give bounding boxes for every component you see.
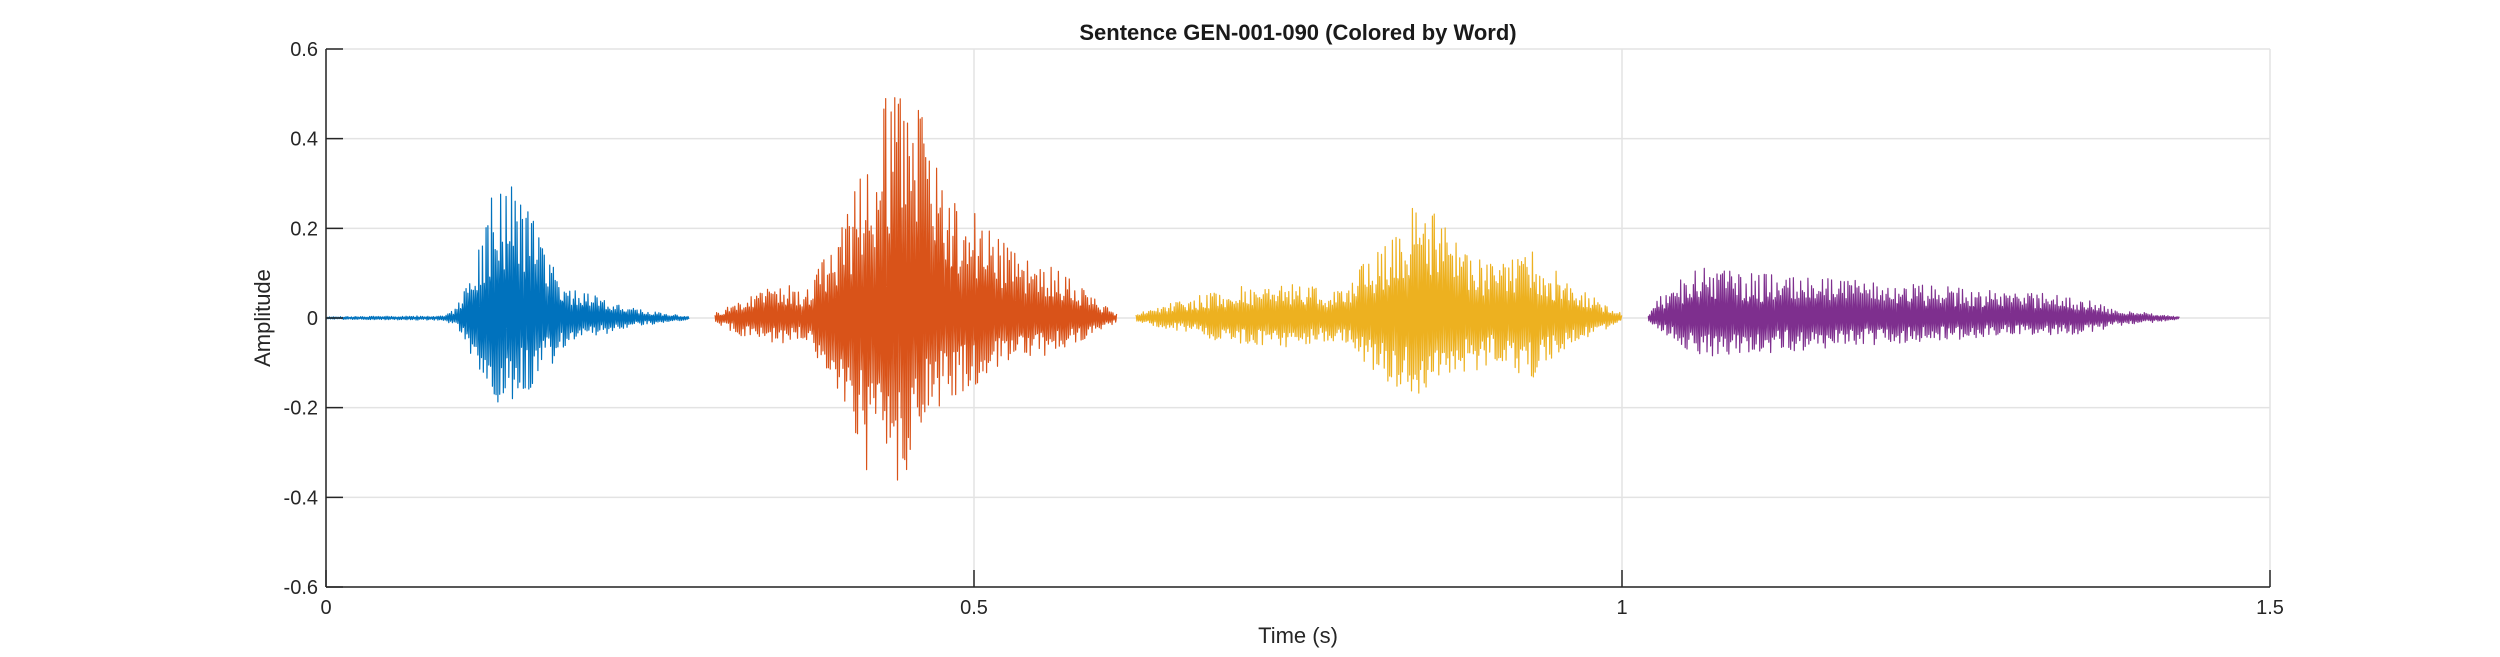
x-tick-label: 1.5: [2256, 597, 2284, 619]
y-tick-label: 0.6: [290, 39, 318, 61]
series-3-waveform: [1135, 207, 1623, 394]
x-tick-label: 1: [1616, 597, 1627, 619]
x-axis-title: Time (s): [1258, 623, 1338, 648]
axes: [325, 48, 2271, 588]
chart-title: Sentence GEN-001-090 (Colored by Word): [1079, 20, 1516, 45]
y-tick-label: 0.2: [290, 218, 318, 240]
y-tick-label: 0.4: [290, 129, 318, 151]
series-1-waveform: [325, 186, 690, 403]
y-axis-title: Amplitude: [250, 269, 275, 367]
series-layer: [325, 97, 2180, 481]
y-tick-label: -0.4: [284, 487, 318, 509]
y-tick-label: -0.6: [284, 577, 318, 599]
series-4-waveform: [1647, 267, 2180, 357]
tick-labels: 0 0.5 1 1.5 -0.6 -0.4 -0.2 0 0.2 0.4 0.6: [284, 39, 2284, 619]
series-2-waveform: [714, 97, 1118, 481]
y-tick-label: 0: [307, 308, 318, 330]
x-tick-label: 0.5: [960, 597, 988, 619]
y-tick-label: -0.2: [284, 398, 318, 420]
x-tick-label: 0: [320, 597, 331, 619]
